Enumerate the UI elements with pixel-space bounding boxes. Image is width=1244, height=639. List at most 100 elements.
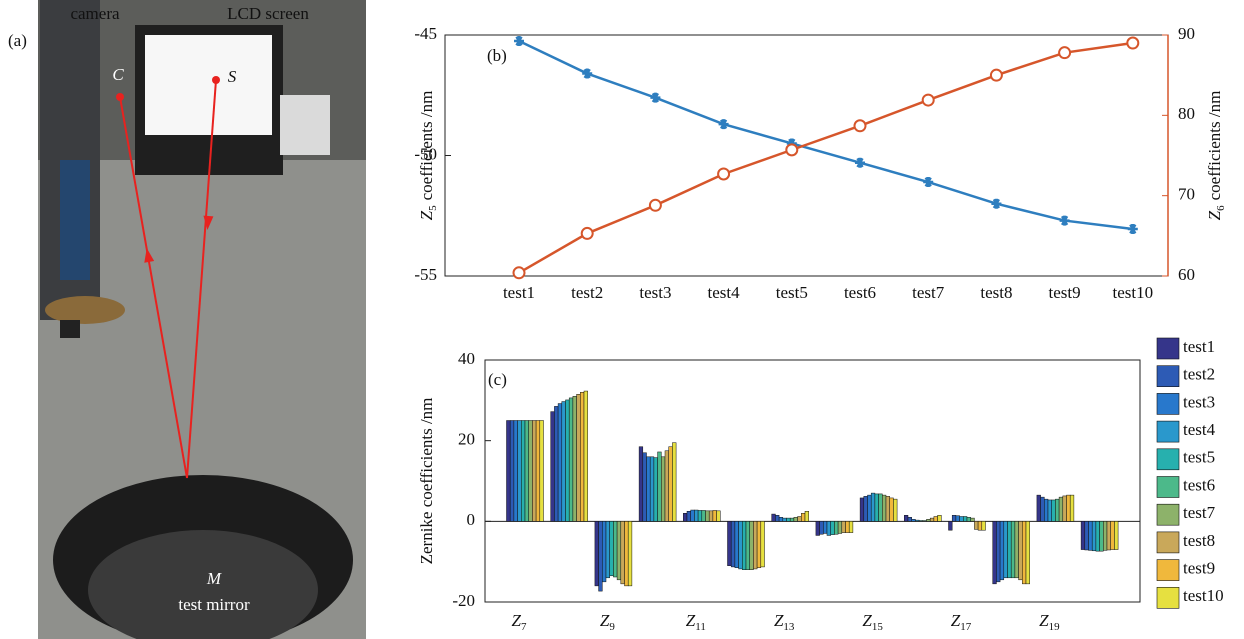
bar [1080,521,1086,550]
legend-swatch [1156,531,1180,554]
plot-frame [444,34,1169,277]
marker [853,119,867,133]
symbol: Z [600,611,610,630]
bar [955,515,960,522]
marker [582,68,593,79]
bar [638,446,644,522]
x-tick-label: test10 [1112,283,1153,302]
bar [771,513,776,522]
bar [918,520,924,522]
legend-swatch [1156,420,1180,443]
symbol: Z [686,611,696,630]
bar [775,515,780,522]
bar [1022,521,1027,585]
bar [694,509,699,522]
bar [786,517,791,522]
bar [594,521,599,587]
bar [1091,521,1097,552]
bar [819,521,824,535]
bar [1055,498,1060,522]
bar [609,521,614,577]
legend-swatch [1156,337,1180,360]
y-tick-label: 20 [458,430,475,449]
x-tick-label: test9 [1049,283,1081,302]
bar [697,510,703,522]
point-s [212,76,220,84]
lcd-box [280,95,330,155]
bar [550,411,555,522]
bar [778,517,784,522]
bar [690,509,695,522]
bar [996,521,1001,583]
bar [1014,521,1019,579]
bar [1110,521,1115,550]
subscript: 9 [609,621,615,633]
marker [989,68,1003,82]
marker [514,36,524,47]
symbol: Z [417,210,436,220]
bar [933,516,938,522]
bar [826,521,831,536]
bar [1044,498,1049,522]
bar [1106,521,1111,551]
bar [1010,521,1016,579]
bar [1114,521,1119,550]
bar [642,452,647,522]
bar [565,399,570,522]
bar [539,420,544,522]
bar [554,406,559,522]
panel-label: (a) [8,31,27,50]
marker [717,167,731,181]
x-tick-label: Z15 [862,611,883,633]
subscript: 15 [872,621,884,633]
y-tick-label: -20 [452,591,475,610]
bar [889,497,894,522]
subscript: 13 [783,621,795,633]
bar [970,517,975,522]
bar [627,521,633,587]
bar [878,493,883,522]
x-tick-label: Z9 [600,611,615,633]
subscript: 6 [1215,205,1227,211]
bar [513,420,518,522]
marker [921,93,935,107]
bar [977,521,983,531]
marker [785,143,799,157]
bar [701,510,706,522]
x-tick-label: test5 [776,283,808,302]
bar [753,521,758,570]
bar [815,521,820,536]
bar [517,420,522,522]
bar [524,420,529,522]
bar [789,517,795,522]
legend-label: test4 [1183,420,1216,439]
bar [506,420,511,522]
y-tick-label: -55 [414,265,437,284]
photo-label: M [206,569,222,588]
x-tick-label: Z17 [951,611,972,633]
bar [568,397,574,522]
label-text: coefficients /nm [417,91,436,201]
y2-tick-label: 70 [1178,185,1195,204]
photo-label: LCD screen [227,4,309,23]
bar [1036,494,1041,522]
legend-swatch [1156,393,1180,415]
beam-out [119,96,188,479]
y-tick-label: 0 [467,510,476,529]
plot-frame [484,359,1141,603]
x-tick-label: test1 [503,283,535,302]
marker [512,266,526,280]
bar [742,521,747,570]
marker [580,226,594,240]
legend-label: test1 [1183,337,1215,356]
bar [911,519,916,522]
y-tick-label: -50 [414,144,437,163]
y-tick-label: -45 [414,24,437,43]
bar [583,390,588,522]
marker [648,198,662,212]
bar [804,511,809,522]
marker [991,198,1002,209]
bar [1069,494,1075,522]
lcd-screen [145,35,272,135]
bar [782,517,787,522]
